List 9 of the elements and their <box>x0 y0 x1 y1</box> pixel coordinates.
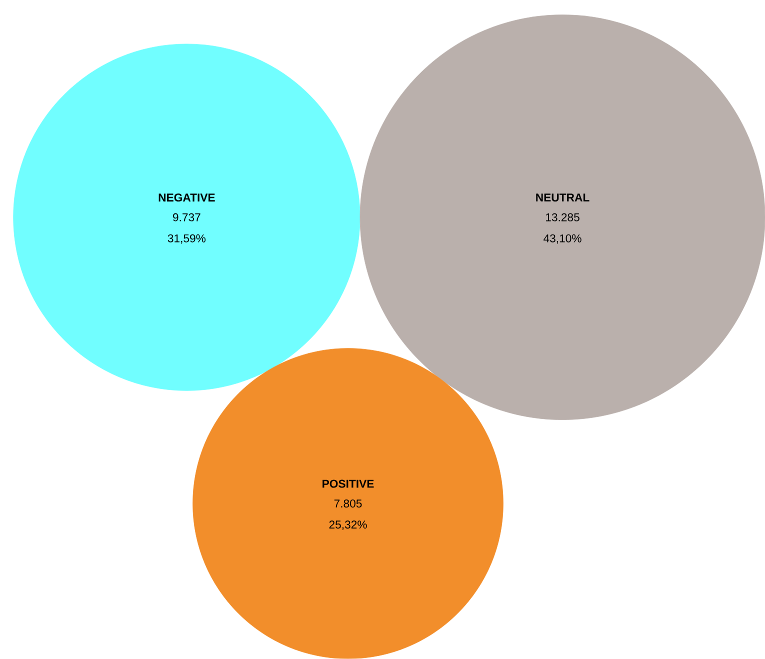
data-label: 7.805 <box>334 500 362 508</box>
data-label: 13.285 <box>546 213 580 222</box>
data-label: 9.737 <box>173 213 200 222</box>
category-label: POSITIVE <box>322 480 374 488</box>
text: 43,10% <box>544 234 582 244</box>
category-label: NEGATIVE <box>158 194 215 202</box>
text: 31,59% <box>168 234 206 244</box>
category-label: NEUTRAL <box>536 194 590 202</box>
text: 25,32% <box>329 520 367 530</box>
